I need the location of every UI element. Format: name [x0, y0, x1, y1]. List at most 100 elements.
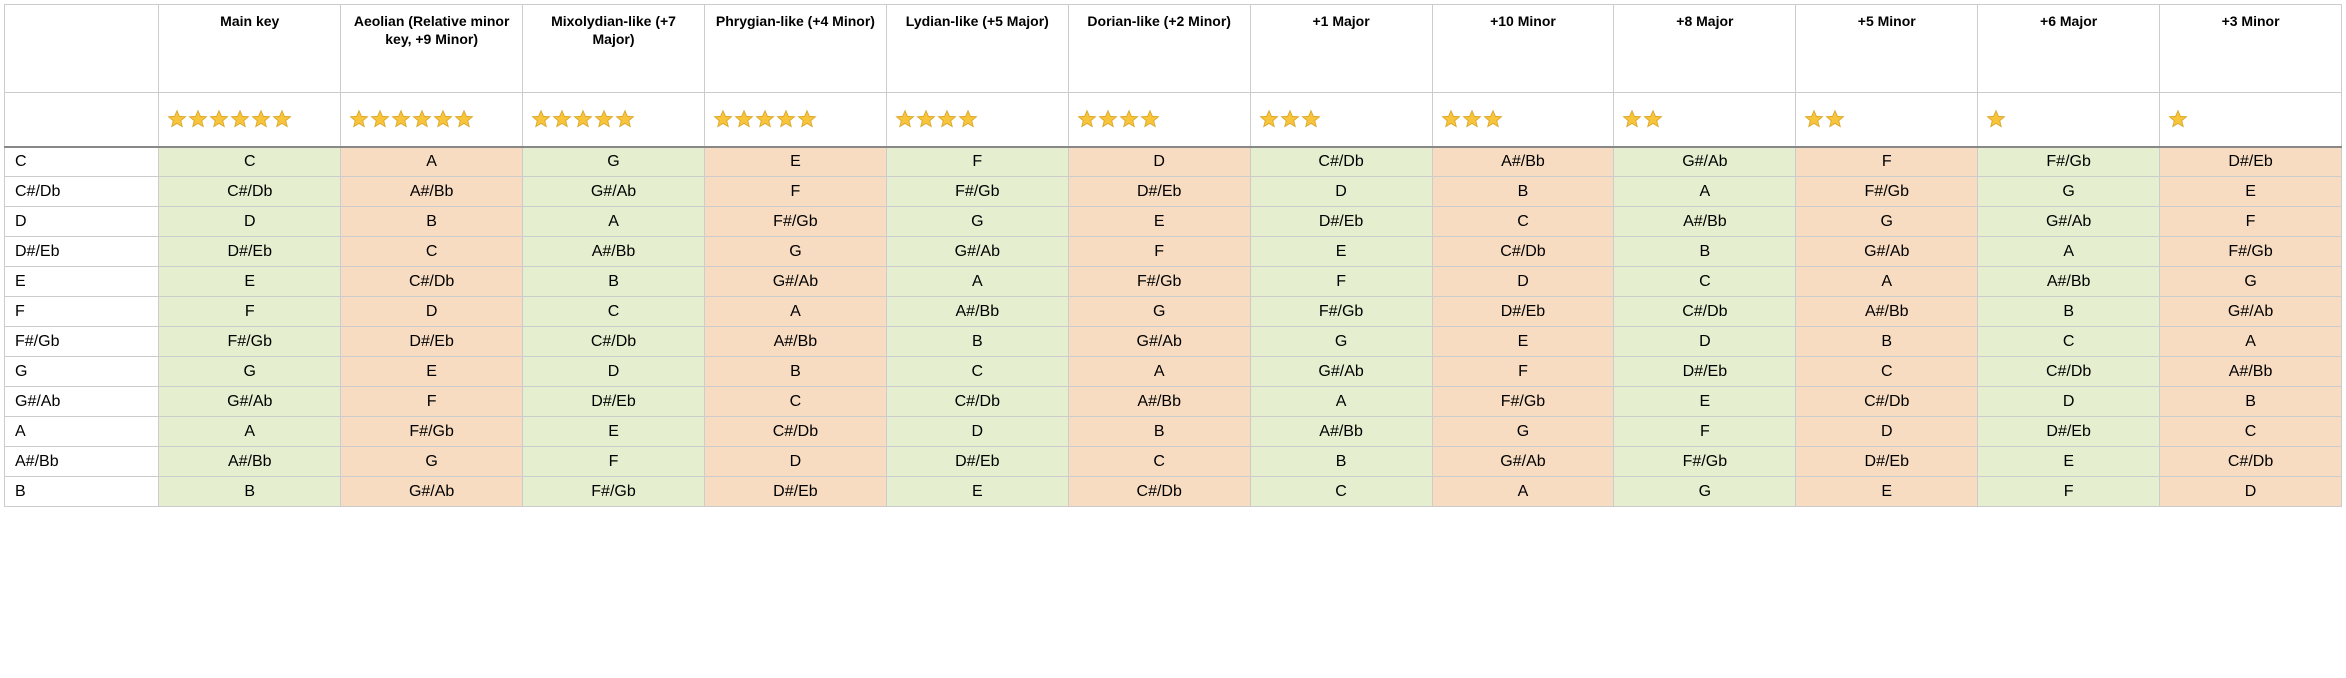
- table-cell: D: [1978, 387, 2160, 417]
- table-cell: C: [1978, 327, 2160, 357]
- star-icon: [734, 109, 754, 129]
- table-cell: A: [2160, 327, 2342, 357]
- table-cell: E: [1978, 447, 2160, 477]
- table-cell: C#/Db: [2160, 447, 2342, 477]
- star-icon: [1825, 109, 1845, 129]
- table-cell: G#/Ab: [704, 267, 886, 297]
- star-icon: [1098, 109, 1118, 129]
- table-row: BBG#/AbF#/GbD#/EbEC#/DbCAGEFD: [5, 477, 2342, 507]
- table-cell: D: [886, 417, 1068, 447]
- table-cell: F#/Gb: [1068, 267, 1250, 297]
- table-cell: E: [1068, 207, 1250, 237]
- row-key: C#/Db: [5, 177, 159, 207]
- table-cell: D: [2160, 477, 2342, 507]
- table-cell: A#/Bb: [1432, 147, 1614, 177]
- table-cell: C#/Db: [1978, 357, 2160, 387]
- table-cell: A: [704, 297, 886, 327]
- table-cell: B: [1796, 327, 1978, 357]
- table-cell: C: [523, 297, 705, 327]
- rating-cell: [704, 93, 886, 147]
- star-icon: [230, 109, 250, 129]
- rating-cell: [523, 93, 705, 147]
- table-cell: C#/Db: [1614, 297, 1796, 327]
- row-key: C: [5, 147, 159, 177]
- table-cell: D#/Eb: [1796, 447, 1978, 477]
- rating-cell: [1432, 93, 1614, 147]
- table-cell: C#/Db: [704, 417, 886, 447]
- star-icon: [167, 109, 187, 129]
- table-row: FFDCAA#/BbGF#/GbD#/EbC#/DbA#/BbBG#/Ab: [5, 297, 2342, 327]
- column-header: Dorian-like (+2 Minor): [1068, 5, 1250, 93]
- table-cell: C: [704, 387, 886, 417]
- table-cell: E: [523, 417, 705, 447]
- table-head: Main keyAeolian (Relative minor key, +9 …: [5, 5, 2342, 147]
- row-key: F#/Gb: [5, 327, 159, 357]
- star-icon: [1301, 109, 1321, 129]
- star-icon: [251, 109, 271, 129]
- table-cell: F#/Gb: [341, 417, 523, 447]
- table-cell: C#/Db: [341, 267, 523, 297]
- table-cell: C: [2160, 417, 2342, 447]
- table-cell: A#/Bb: [1978, 267, 2160, 297]
- table-cell: G: [1796, 207, 1978, 237]
- row-key: G#/Ab: [5, 387, 159, 417]
- table-cell: D#/Eb: [2160, 147, 2342, 177]
- row-key: A: [5, 417, 159, 447]
- table-cell: F#/Gb: [2160, 237, 2342, 267]
- table-cell: D#/Eb: [1068, 177, 1250, 207]
- table-cell: A#/Bb: [886, 297, 1068, 327]
- table-cell: D#/Eb: [704, 477, 886, 507]
- table-cell: D: [159, 207, 341, 237]
- table-cell: B: [1068, 417, 1250, 447]
- rating-cell: [2160, 93, 2342, 147]
- star-icon: [349, 109, 369, 129]
- table-cell: A#/Bb: [1614, 207, 1796, 237]
- rating-cell: [886, 93, 1068, 147]
- table-cell: B: [523, 267, 705, 297]
- table-cell: G#/Ab: [1978, 207, 2160, 237]
- table-cell: D: [1614, 327, 1796, 357]
- star-icon: [391, 109, 411, 129]
- table-cell: D: [704, 447, 886, 477]
- table-cell: G: [341, 447, 523, 477]
- star-icon: [573, 109, 593, 129]
- table-cell: F: [1250, 267, 1432, 297]
- table-body: CCAGEFDC#/DbA#/BbG#/AbFF#/GbD#/EbC#/DbC#…: [5, 147, 2342, 507]
- table-cell: G#/Ab: [1614, 147, 1796, 177]
- table-cell: G#/Ab: [341, 477, 523, 507]
- table-cell: G: [886, 207, 1068, 237]
- table-cell: F: [1068, 237, 1250, 267]
- table-row: C#/DbC#/DbA#/BbG#/AbFF#/GbD#/EbDBAF#/GbG…: [5, 177, 2342, 207]
- table-cell: C#/Db: [1432, 237, 1614, 267]
- table-cell: A: [1796, 267, 1978, 297]
- table-cell: G: [704, 237, 886, 267]
- table-row: D#/EbD#/EbCA#/BbGG#/AbFEC#/DbBG#/AbAF#/G…: [5, 237, 2342, 267]
- header-row: Main keyAeolian (Relative minor key, +9 …: [5, 5, 2342, 93]
- table-row: G#/AbG#/AbFD#/EbCC#/DbA#/BbAF#/GbEC#/DbD…: [5, 387, 2342, 417]
- table-cell: B: [159, 477, 341, 507]
- star-icon: [188, 109, 208, 129]
- table-cell: B: [1978, 297, 2160, 327]
- table-cell: C#/Db: [886, 387, 1068, 417]
- column-header: Phrygian-like (+4 Minor): [704, 5, 886, 93]
- row-key: D: [5, 207, 159, 237]
- table-cell: F: [159, 297, 341, 327]
- table-cell: C: [1068, 447, 1250, 477]
- table-cell: G#/Ab: [1796, 237, 1978, 267]
- table-cell: A#/Bb: [1796, 297, 1978, 327]
- table-cell: F: [1796, 147, 1978, 177]
- table-cell: D#/Eb: [1614, 357, 1796, 387]
- table-cell: D: [1796, 417, 1978, 447]
- table-cell: C: [1796, 357, 1978, 387]
- star-icon: [797, 109, 817, 129]
- table-cell: C: [1250, 477, 1432, 507]
- table-cell: E: [1432, 327, 1614, 357]
- table-cell: E: [1250, 237, 1432, 267]
- star-icon: [433, 109, 453, 129]
- table-cell: C#/Db: [159, 177, 341, 207]
- table-cell: A#/Bb: [523, 237, 705, 267]
- rating-cell: [159, 93, 341, 147]
- table-cell: G#/Ab: [159, 387, 341, 417]
- corner-cell: [5, 5, 159, 93]
- table-cell: G: [2160, 267, 2342, 297]
